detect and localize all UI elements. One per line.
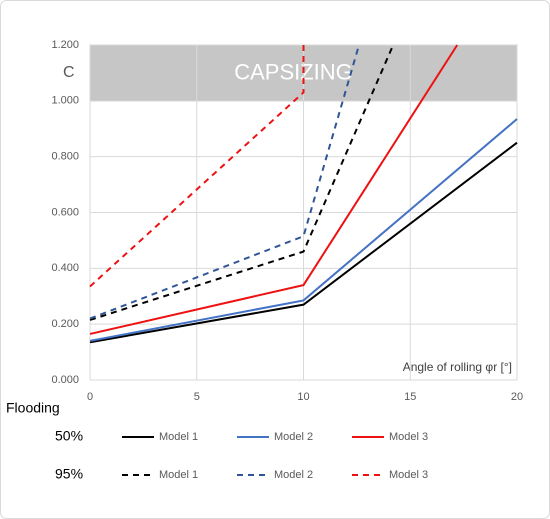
data-line bbox=[89, 141, 518, 344]
y-tick-label: 0.800 bbox=[51, 151, 79, 163]
legend-label: Model 1 bbox=[159, 431, 198, 443]
legend-label: Model 2 bbox=[274, 431, 313, 443]
y-tick-label: 1.000 bbox=[51, 95, 79, 107]
y-tick-label: 0.400 bbox=[51, 262, 79, 274]
data-line bbox=[89, 44, 395, 321]
data-line bbox=[89, 44, 459, 335]
y-tick-label: 1.200 bbox=[51, 39, 79, 51]
legend-title: Flooding bbox=[6, 400, 60, 416]
legend-label: Model 3 bbox=[389, 431, 428, 443]
y-tick-label: 0.000 bbox=[51, 374, 79, 386]
data-line bbox=[89, 45, 305, 288]
legend-label: Model 2 bbox=[274, 469, 313, 481]
x-tick-label: 10 bbox=[297, 391, 309, 403]
legend-group-label: 50% bbox=[55, 428, 83, 444]
data-line bbox=[89, 118, 518, 342]
legend-label: Model 3 bbox=[389, 469, 428, 481]
x-axis-label: Angle of rolling φr [°] bbox=[403, 360, 512, 374]
y-tick-label: 0.200 bbox=[51, 318, 79, 330]
x-tick-label: 5 bbox=[194, 391, 200, 403]
y-tick-label: 0.600 bbox=[51, 206, 79, 218]
x-tick-label: 0 bbox=[87, 391, 93, 403]
y-axis-label: C bbox=[63, 64, 75, 81]
x-tick-label: 20 bbox=[511, 391, 523, 403]
legend-label: Model 1 bbox=[159, 469, 198, 481]
x-tick-label: 15 bbox=[404, 391, 416, 403]
legend-group-label: 95% bbox=[55, 466, 83, 482]
band-label: CAPSIZING bbox=[234, 60, 353, 85]
